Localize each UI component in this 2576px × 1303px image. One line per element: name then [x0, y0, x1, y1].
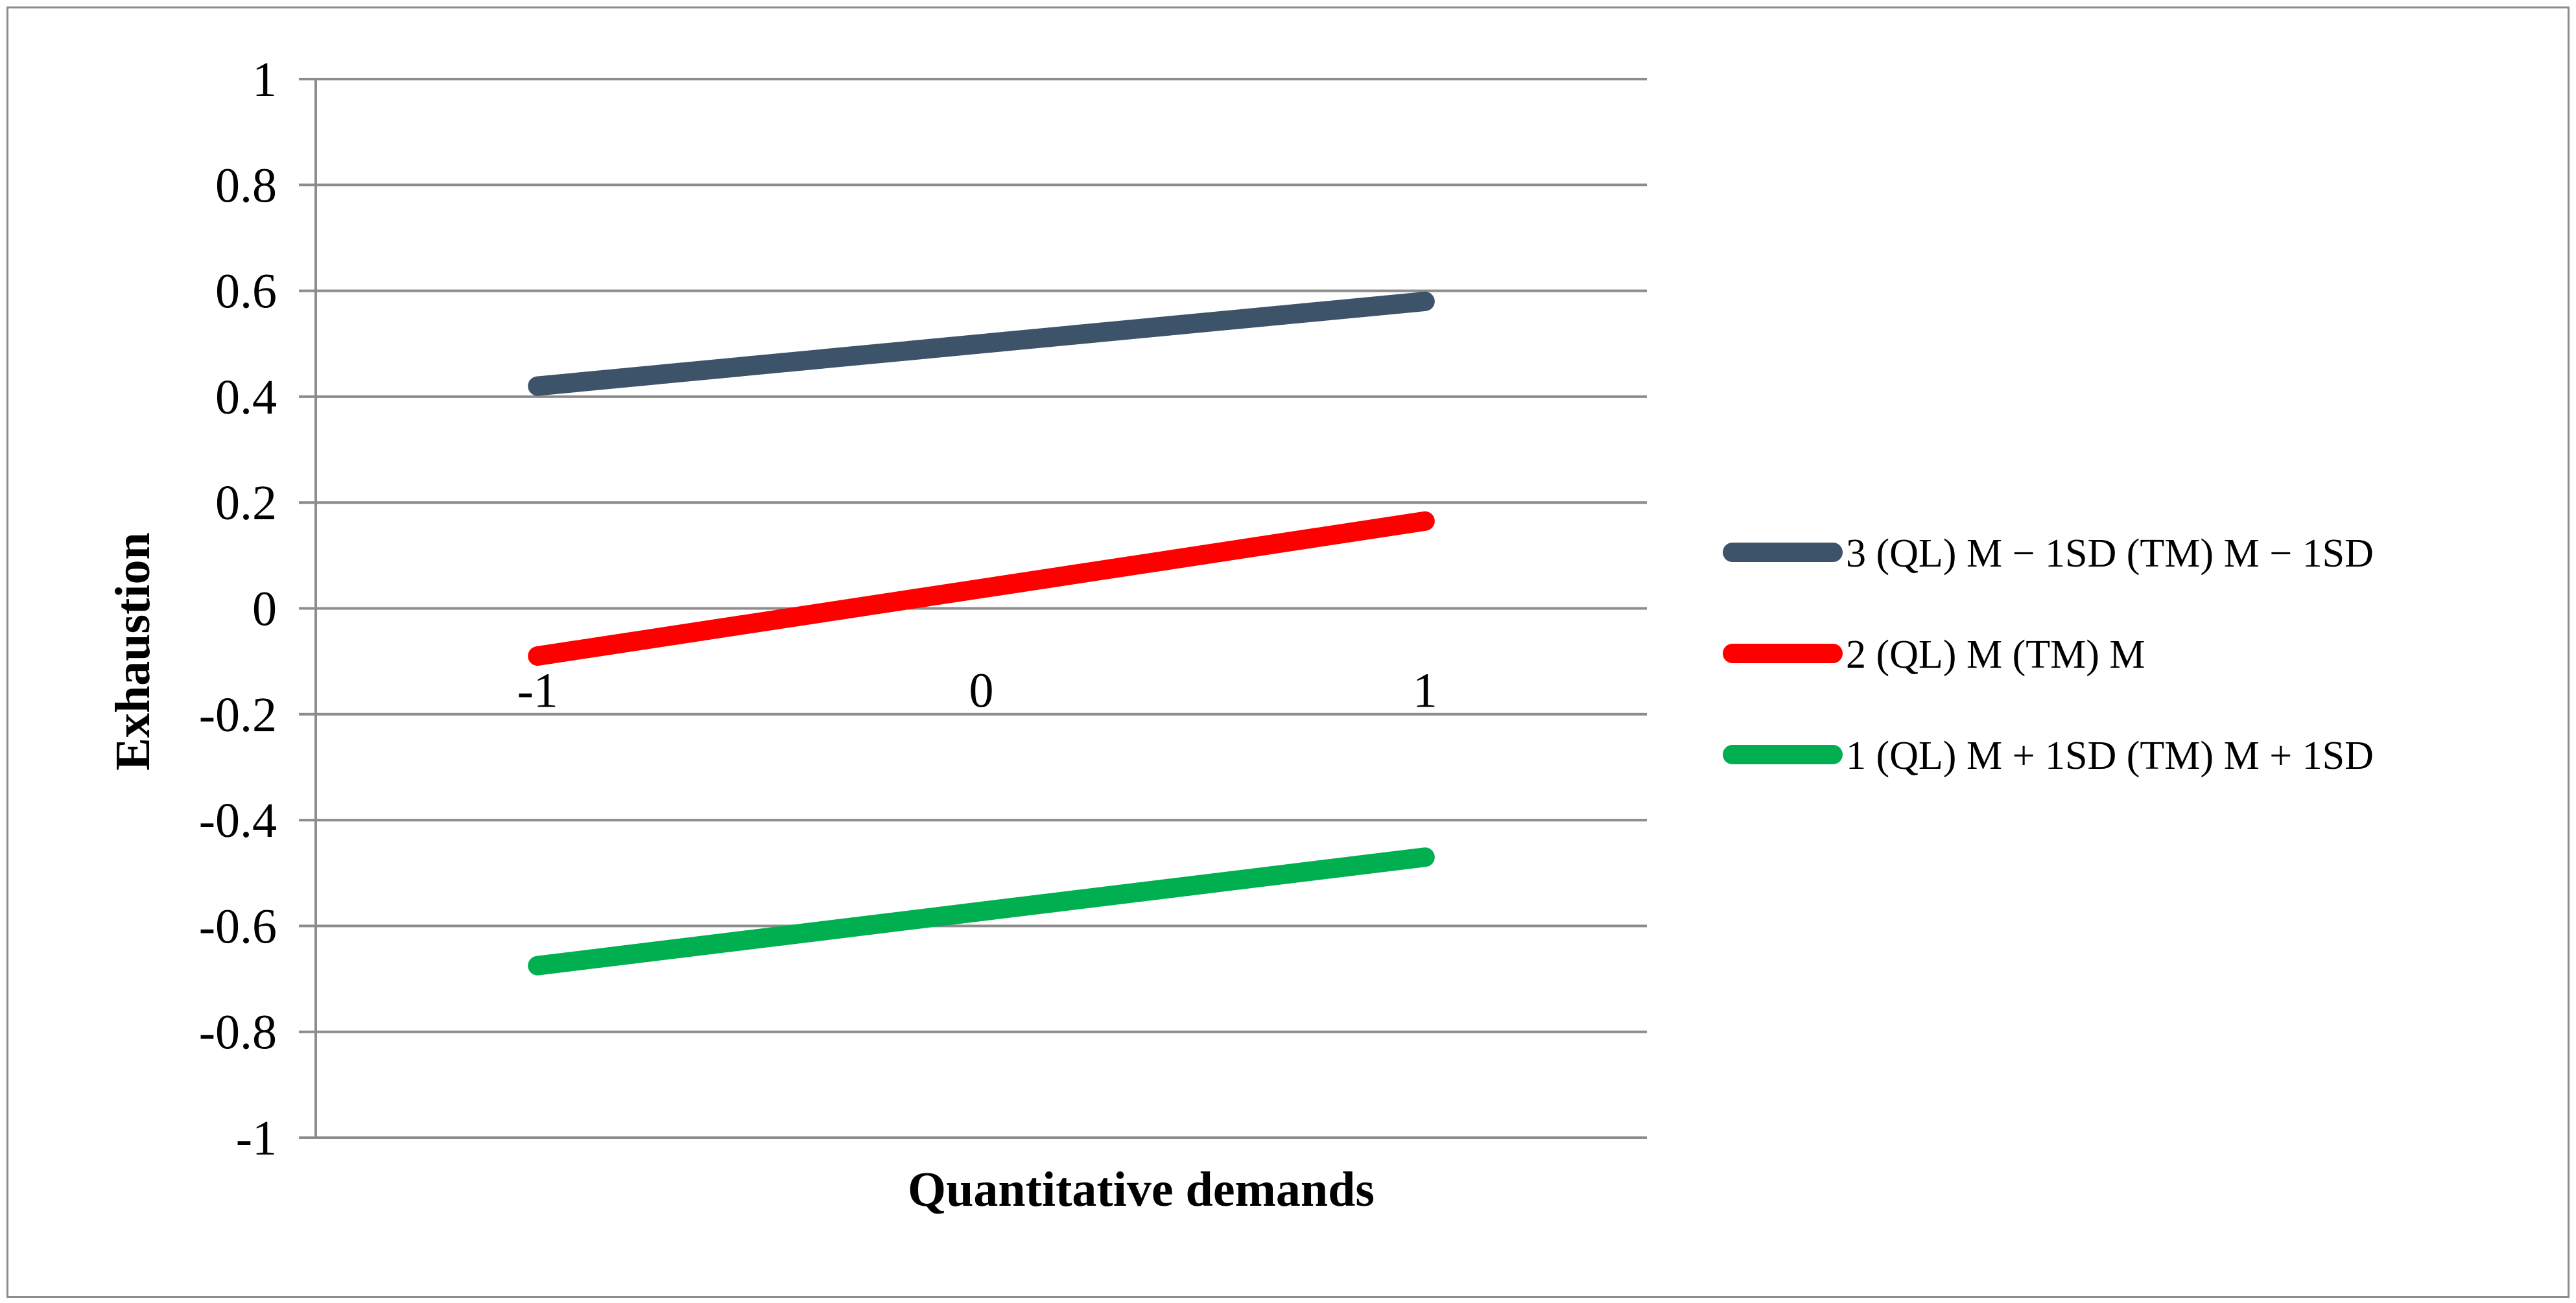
y-tick-label: -0.8	[199, 1005, 277, 1060]
series-line-2	[528, 511, 1435, 666]
legend: 3 (QL) M − 1SD (TM) M − 1SD 2 (QL) M (TM)…	[1723, 532, 2374, 778]
y-tick-label: -0.2	[199, 688, 277, 742]
x-tick-label: -1	[517, 664, 558, 718]
y-tick-label: 0.8	[215, 158, 277, 213]
y-tick-labels: 1 0.8 0.6 0.4 0.2 0 -0.2 -0.4 -0.6 -0.8 -1	[199, 53, 277, 1166]
y-tick-label: 0.4	[215, 370, 277, 425]
y-tick-label: -0.6	[199, 899, 277, 954]
legend-label: 1 (QL) M + 1SD (TM) M + 1SD	[1846, 734, 2374, 778]
x-tick-labels: -1 0 1	[517, 664, 1437, 718]
series-line-3	[528, 847, 1435, 976]
legend-label: 3 (QL) M − 1SD (TM) M − 1SD	[1846, 532, 2374, 576]
x-tick-label: 0	[969, 664, 994, 718]
legend-label: 2 (QL) M (TM) M	[1846, 633, 2145, 677]
y-tick-label: 0.2	[215, 476, 277, 530]
grid-lines	[299, 78, 1647, 1139]
y-tick-label: -1	[236, 1111, 277, 1166]
y-tick-label: 1	[252, 53, 277, 107]
series-lines	[528, 291, 1435, 976]
x-tick-label: 1	[1413, 664, 1437, 718]
chart-frame	[6, 6, 2570, 1298]
y-tick-label: 0	[252, 582, 277, 637]
y-axis-title: Exhaustion	[106, 532, 160, 771]
series-line-1	[528, 291, 1435, 396]
y-tick-label: -0.4	[199, 793, 277, 848]
y-tick-label: 0.6	[215, 264, 277, 319]
x-axis-title: Quantitative demands	[908, 1162, 1375, 1217]
